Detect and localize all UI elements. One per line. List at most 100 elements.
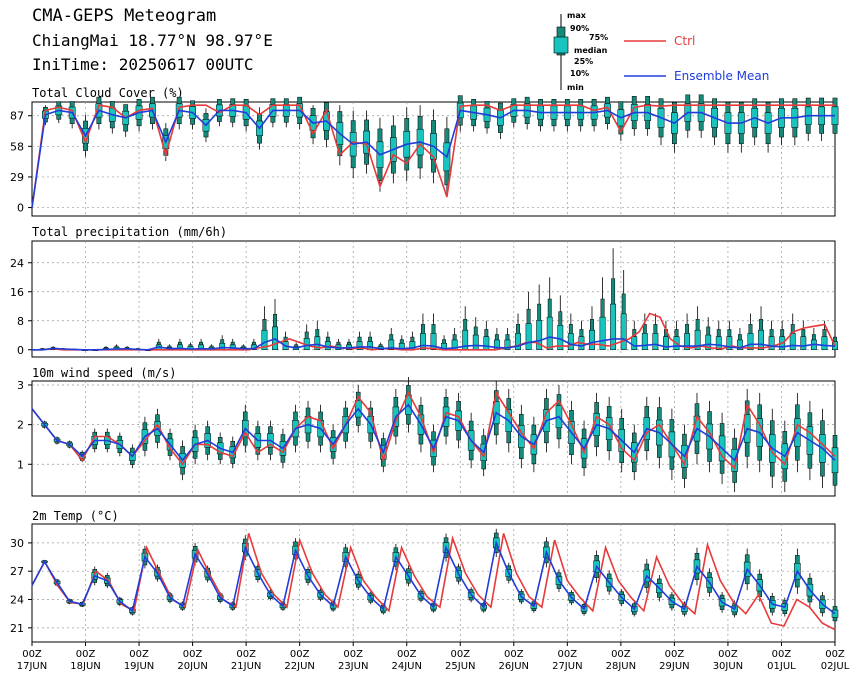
x-tick-label-date: 19JUN <box>124 661 154 672</box>
ensemble-mean-line <box>31 403 836 462</box>
panel-title: 2m Temp (°C) <box>32 509 119 523</box>
x-tick-label-date: 28JUN <box>606 661 636 672</box>
legend-box-label: 75% <box>589 33 608 42</box>
x-tick-label-time: 00Z <box>504 649 524 660</box>
box-iqr <box>641 333 648 350</box>
y-tick-label: 58 <box>10 140 24 153</box>
y-tick-label: 87 <box>10 110 24 123</box>
legend-mean-label: Ensemble Mean <box>674 69 769 83</box>
box-iqr <box>261 329 268 350</box>
y-tick-label: 29 <box>10 171 24 184</box>
box-iqr <box>831 447 839 474</box>
y-tick-label: 1 <box>17 458 24 471</box>
box-iqr <box>789 333 796 350</box>
box-iqr <box>567 333 574 350</box>
x-tick-label-time: 00Z <box>183 649 203 660</box>
x-tick-label-time: 00Z <box>665 649 685 660</box>
legend-box-label: min <box>567 83 584 92</box>
box-iqr <box>652 333 659 350</box>
ctrl-line <box>31 533 836 631</box>
box-iqr <box>620 313 627 350</box>
x-tick-label-date: 20JUN <box>177 661 207 672</box>
x-tick-label-date: 29JUN <box>659 661 689 672</box>
box-iqr <box>631 336 638 351</box>
x-tick-label-date: 17JUN <box>17 661 47 672</box>
y-tick-label: 3 <box>17 379 24 392</box>
ensemble-mean-line <box>31 109 835 208</box>
legend-box-label: median <box>574 46 608 55</box>
ensemble-mean-line <box>32 336 836 351</box>
legend-box-iqr <box>553 36 569 54</box>
panel-title: Total precipitation (mm/6h) <box>32 225 227 239</box>
x-tick-label-time: 00Z <box>825 649 845 660</box>
box-iqr <box>736 339 743 350</box>
x-tick-label-time: 00Z <box>236 649 256 660</box>
y-tick-label: 24 <box>10 594 24 607</box>
box-iqr <box>536 320 543 351</box>
x-tick-label-time: 00Z <box>129 649 149 660</box>
x-tick-label-date: 27JUN <box>552 661 582 672</box>
panel-frame <box>31 523 836 643</box>
x-tick-label-date: 24JUN <box>391 661 421 672</box>
y-tick-label: 21 <box>10 622 24 635</box>
x-tick-label-date: 30JUN <box>713 661 743 672</box>
x-tick-label-date: 23JUN <box>338 661 368 672</box>
x-tick-label-time: 00Z <box>772 649 792 660</box>
box-iqr <box>483 336 490 351</box>
y-tick-label: 30 <box>10 537 24 550</box>
box-iqr <box>715 336 722 351</box>
box-iqr <box>557 325 564 350</box>
legend-box-label: 10% <box>570 69 589 78</box>
panel-frame <box>31 240 836 358</box>
box-iqr <box>314 336 321 351</box>
box-iqr <box>610 303 617 351</box>
box-iqr <box>515 333 521 350</box>
box-iqr <box>388 339 395 350</box>
y-tick-label: 27 <box>10 565 24 578</box>
box-iqr <box>419 333 426 350</box>
box-iqr <box>684 333 691 350</box>
x-tick-label-date: 26JUN <box>499 661 529 672</box>
legend-box-label: max <box>567 11 587 20</box>
ctrl-line <box>31 104 835 208</box>
x-tick-label-date: 02JUL <box>821 661 850 672</box>
x-tick-label-time: 00Z <box>22 649 42 660</box>
x-tick-label-time: 00Z <box>718 649 738 660</box>
legend-box-label: 25% <box>574 57 593 66</box>
y-tick-label: 0 <box>17 202 24 215</box>
x-tick-label-date: 01JUL <box>767 661 796 672</box>
ensemble-mean-line <box>31 540 836 615</box>
y-tick-label: 2 <box>17 419 24 432</box>
x-tick-label-time: 00Z <box>611 649 631 660</box>
legend-box-label: 90% <box>570 24 589 33</box>
box-iqr <box>546 316 553 350</box>
panel-title: 10m wind speed (m/s) <box>32 366 177 380</box>
x-tick-label-time: 00Z <box>343 649 363 660</box>
box-iqr <box>472 334 479 351</box>
box-iqr <box>694 329 701 350</box>
y-tick-label: 24 <box>10 257 24 270</box>
x-tick-label-time: 00Z <box>397 649 417 660</box>
box-iqr <box>663 336 669 351</box>
box-iqr <box>589 329 595 350</box>
x-tick-label-time: 00Z <box>450 649 470 660</box>
ctrl-line <box>31 390 836 470</box>
box-iqr <box>821 336 828 351</box>
init-time-label: IniTime: 20250617 00UTC <box>32 55 254 74</box>
box-iqr <box>758 329 764 350</box>
y-tick-label: 8 <box>17 315 24 328</box>
box-iqr <box>219 342 226 351</box>
x-tick-label-date: 22JUN <box>284 661 314 672</box>
box-iqr <box>768 336 775 351</box>
box-iqr <box>726 336 733 351</box>
x-tick-label-time: 00Z <box>558 649 578 660</box>
box-iqr <box>705 334 712 351</box>
x-tick-label-time: 00Z <box>76 649 96 660</box>
y-tick-label: 16 <box>10 286 24 299</box>
page-title: CMA-GEPS Meteogram <box>32 6 217 26</box>
box-iqr <box>599 316 606 350</box>
x-tick-label-date: 18JUN <box>70 661 100 672</box>
box-iqr <box>525 323 532 350</box>
box-iqr <box>504 339 511 350</box>
